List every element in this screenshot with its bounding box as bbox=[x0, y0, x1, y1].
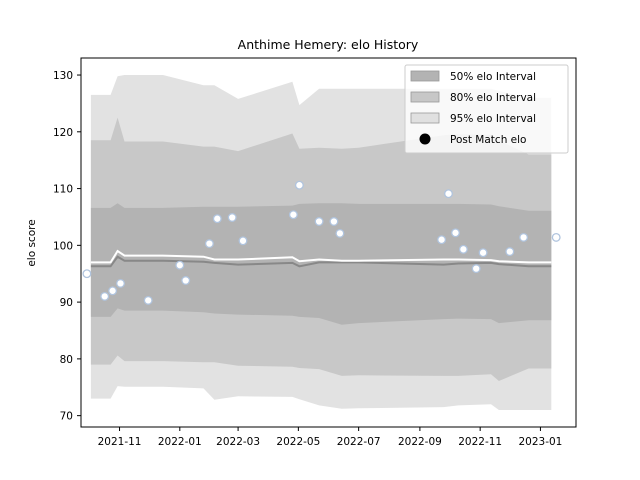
y-tick-label: 110 bbox=[53, 184, 73, 196]
y-tick-label: 130 bbox=[53, 70, 73, 82]
legend-label: 80% elo Interval bbox=[450, 92, 536, 104]
data-point bbox=[505, 247, 515, 257]
data-point bbox=[314, 217, 324, 226]
y-axis-label: elo score bbox=[26, 219, 38, 266]
y-tick-label: 100 bbox=[53, 240, 73, 252]
x-tick-label: 2023-01 bbox=[518, 436, 562, 448]
data-point bbox=[444, 189, 453, 199]
data-point bbox=[437, 235, 447, 245]
data-point bbox=[471, 264, 481, 274]
data-point bbox=[551, 232, 561, 242]
x-tick-label: 2022-03 bbox=[216, 436, 260, 448]
interval-bands bbox=[90, 75, 552, 410]
legend: 50% elo Interval 80% elo Interval 95% elo … bbox=[404, 64, 569, 154]
data-point bbox=[329, 217, 339, 226]
legend-label: Post Match elo bbox=[450, 134, 526, 146]
data-point bbox=[519, 232, 529, 242]
y-tick-label: 90 bbox=[60, 297, 73, 309]
y-axis-ticks: 70 80 90 100 110 120 130 bbox=[53, 70, 81, 423]
data-point bbox=[212, 214, 222, 224]
mean-line bbox=[90, 249, 552, 264]
data-point bbox=[204, 239, 214, 249]
legend-box bbox=[404, 64, 569, 154]
plot-frame bbox=[80, 57, 577, 428]
post-match-points bbox=[82, 180, 561, 305]
legend-swatch bbox=[410, 70, 440, 82]
data-point bbox=[227, 213, 237, 222]
x-tick-label: 2022-11 bbox=[458, 436, 502, 448]
y-tick-label: 70 bbox=[60, 411, 73, 423]
x-tick-label: 2022-01 bbox=[158, 436, 202, 448]
data-point bbox=[238, 236, 248, 246]
data-point bbox=[335, 228, 345, 238]
x-axis-ticks: 2021-11 2022-01 2022-03 2022-05 2022-07 2022-… bbox=[98, 427, 562, 448]
x-tick-label: 2022-05 bbox=[276, 436, 320, 448]
data-point bbox=[294, 180, 304, 190]
x-tick-label: 2021-11 bbox=[98, 436, 142, 448]
x-tick-label: 2022-07 bbox=[337, 436, 381, 448]
data-point bbox=[451, 228, 460, 238]
center-lines bbox=[90, 249, 552, 268]
legend-swatch bbox=[410, 91, 440, 103]
band-50 bbox=[90, 203, 552, 325]
chart-title: Anthime Hemery: elo History bbox=[238, 37, 419, 52]
legend-marker bbox=[419, 133, 431, 145]
legend-label: 50% elo Interval bbox=[450, 71, 536, 83]
data-point bbox=[288, 210, 298, 220]
legend-label: 95% elo Interval bbox=[450, 113, 536, 125]
data-point bbox=[100, 291, 110, 301]
data-point bbox=[143, 295, 153, 305]
median-line bbox=[90, 255, 552, 268]
y-tick-label: 120 bbox=[53, 127, 73, 139]
data-point bbox=[116, 278, 125, 288]
y-tick-label: 80 bbox=[60, 354, 73, 366]
x-tick-label: 2022-09 bbox=[398, 436, 442, 448]
legend-swatch bbox=[410, 112, 440, 124]
data-point bbox=[82, 269, 92, 279]
data-point bbox=[458, 244, 468, 254]
data-point bbox=[108, 286, 118, 296]
data-point bbox=[175, 260, 185, 270]
data-point bbox=[478, 248, 488, 258]
data-point bbox=[181, 276, 191, 285]
